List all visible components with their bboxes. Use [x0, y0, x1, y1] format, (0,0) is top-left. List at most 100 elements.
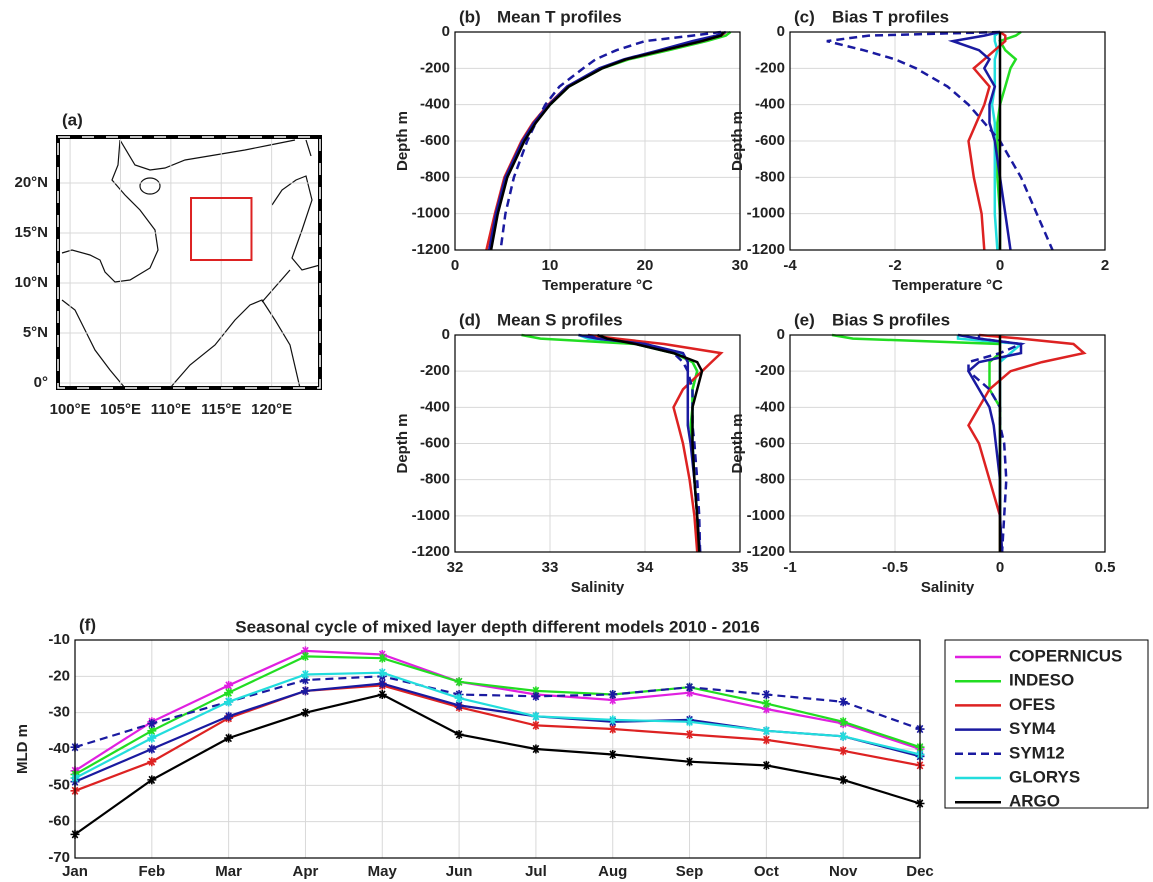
x-tick-label: 0: [996, 559, 1004, 576]
chart-title: Mean T profiles: [497, 7, 622, 26]
x-tick-label: 10: [542, 257, 559, 274]
y-tick-label: -200: [420, 59, 450, 76]
x-axis-label: Temperature °C: [892, 277, 1003, 294]
legend-label: SYM12: [1009, 743, 1065, 762]
x-tick-label: Jun: [446, 863, 473, 880]
y-tick-label: -800: [755, 168, 785, 185]
map-frame-dash: [57, 136, 321, 389]
point-marker: [685, 757, 695, 767]
point-marker: [377, 679, 387, 689]
y-tick-label: -20: [48, 667, 70, 684]
map-frame: [56, 135, 322, 390]
point-marker: [224, 680, 234, 690]
point-marker: [454, 677, 464, 687]
point-marker: [147, 775, 157, 785]
point-marker: [608, 715, 618, 725]
y-tick-label: -800: [420, 471, 450, 488]
x-tick-label: -1: [783, 559, 796, 576]
y-tick-label: -40: [48, 740, 70, 757]
point-marker: [377, 668, 387, 678]
x-tick-label: -0.5: [882, 559, 908, 576]
x-tick-label: 35: [732, 559, 749, 576]
profile-line: [967, 333, 1087, 552]
profile-line: [967, 335, 1026, 553]
point-marker: [531, 744, 541, 754]
profile-line: [489, 31, 725, 251]
y-tick-label: -400: [755, 398, 785, 415]
study-area-box: [190, 197, 253, 261]
x-tick-label: Sep: [676, 863, 704, 880]
y-tick-label: -1200: [412, 241, 450, 258]
x-tick-label: 20: [637, 257, 654, 274]
x-tick-label: Jan: [62, 863, 88, 880]
point-marker: [531, 711, 541, 721]
point-marker: [608, 749, 618, 759]
legend-label: GLORYS: [1009, 767, 1080, 786]
point-marker: [300, 651, 310, 661]
x-tick-label: Feb: [138, 863, 165, 880]
coast-malaya: [61, 299, 126, 389]
series-line: [74, 671, 921, 780]
x-tick-label: Jul: [525, 863, 547, 880]
coast-vietnam: [61, 139, 159, 283]
y-axis-label: MLD m: [14, 724, 31, 774]
point-marker: [300, 646, 310, 656]
profile-line: [587, 333, 702, 553]
coastline: [61, 139, 321, 389]
point-marker: [531, 720, 541, 730]
y-tick-label: -60: [48, 813, 70, 830]
chart-title: Seasonal cycle of mixed layer depth diff…: [235, 617, 759, 636]
y-tick-label: -10: [48, 631, 70, 648]
y-axis-label: Depth m: [394, 414, 411, 474]
y-tick-label: -1000: [412, 507, 450, 524]
point-marker: [531, 691, 541, 701]
point-marker: [608, 695, 618, 705]
plot-frame: [454, 31, 741, 251]
y-tick-label: -800: [755, 471, 785, 488]
y-tick-label: -200: [755, 59, 785, 76]
series-line: [74, 684, 921, 792]
y-tick-label: 0: [442, 23, 450, 40]
legend-box: [944, 639, 1149, 809]
point-marker: [147, 719, 157, 729]
x-tick-label: 120°E: [251, 401, 292, 418]
y-tick-label: 0: [777, 23, 785, 40]
point-marker: [838, 775, 848, 785]
y-tick-label: -400: [755, 96, 785, 113]
point-marker: [761, 726, 771, 736]
y-axis-label: Depth m: [394, 111, 411, 171]
point-marker: [147, 744, 157, 754]
x-axis-label: Salinity: [921, 579, 975, 596]
coast-philippines: [271, 175, 321, 271]
point-marker: [761, 735, 771, 745]
x-tick-label: Apr: [293, 863, 319, 880]
y-tick-label: -600: [420, 132, 450, 149]
point-marker: [300, 670, 310, 680]
y-tick-label: 5°N: [23, 324, 48, 341]
point-marker: [224, 697, 234, 707]
y-tick-label: -200: [420, 362, 450, 379]
point-marker: [761, 760, 771, 770]
panel-label: (f): [79, 615, 96, 634]
x-tick-label: 105°E: [100, 401, 141, 418]
x-tick-label: 33: [542, 559, 559, 576]
point-marker: [761, 699, 771, 709]
x-tick-label: 0: [996, 257, 1004, 274]
y-tick-label: -30: [48, 704, 70, 721]
panel-label: (a): [62, 110, 83, 129]
series-line: [74, 693, 921, 836]
x-tick-label: May: [368, 863, 398, 880]
y-tick-label: -1000: [747, 205, 785, 222]
point-marker: [300, 686, 310, 696]
point-marker: [147, 726, 157, 736]
point-marker: [147, 733, 157, 743]
y-tick-label: -1200: [747, 241, 785, 258]
chart-title: Bias T profiles: [832, 7, 949, 26]
panel-label: (d): [459, 310, 481, 329]
point-marker: [608, 724, 618, 734]
y-tick-label: -600: [420, 434, 450, 451]
x-tick-label: 34: [637, 559, 654, 576]
y-tick-label: -70: [48, 849, 70, 866]
